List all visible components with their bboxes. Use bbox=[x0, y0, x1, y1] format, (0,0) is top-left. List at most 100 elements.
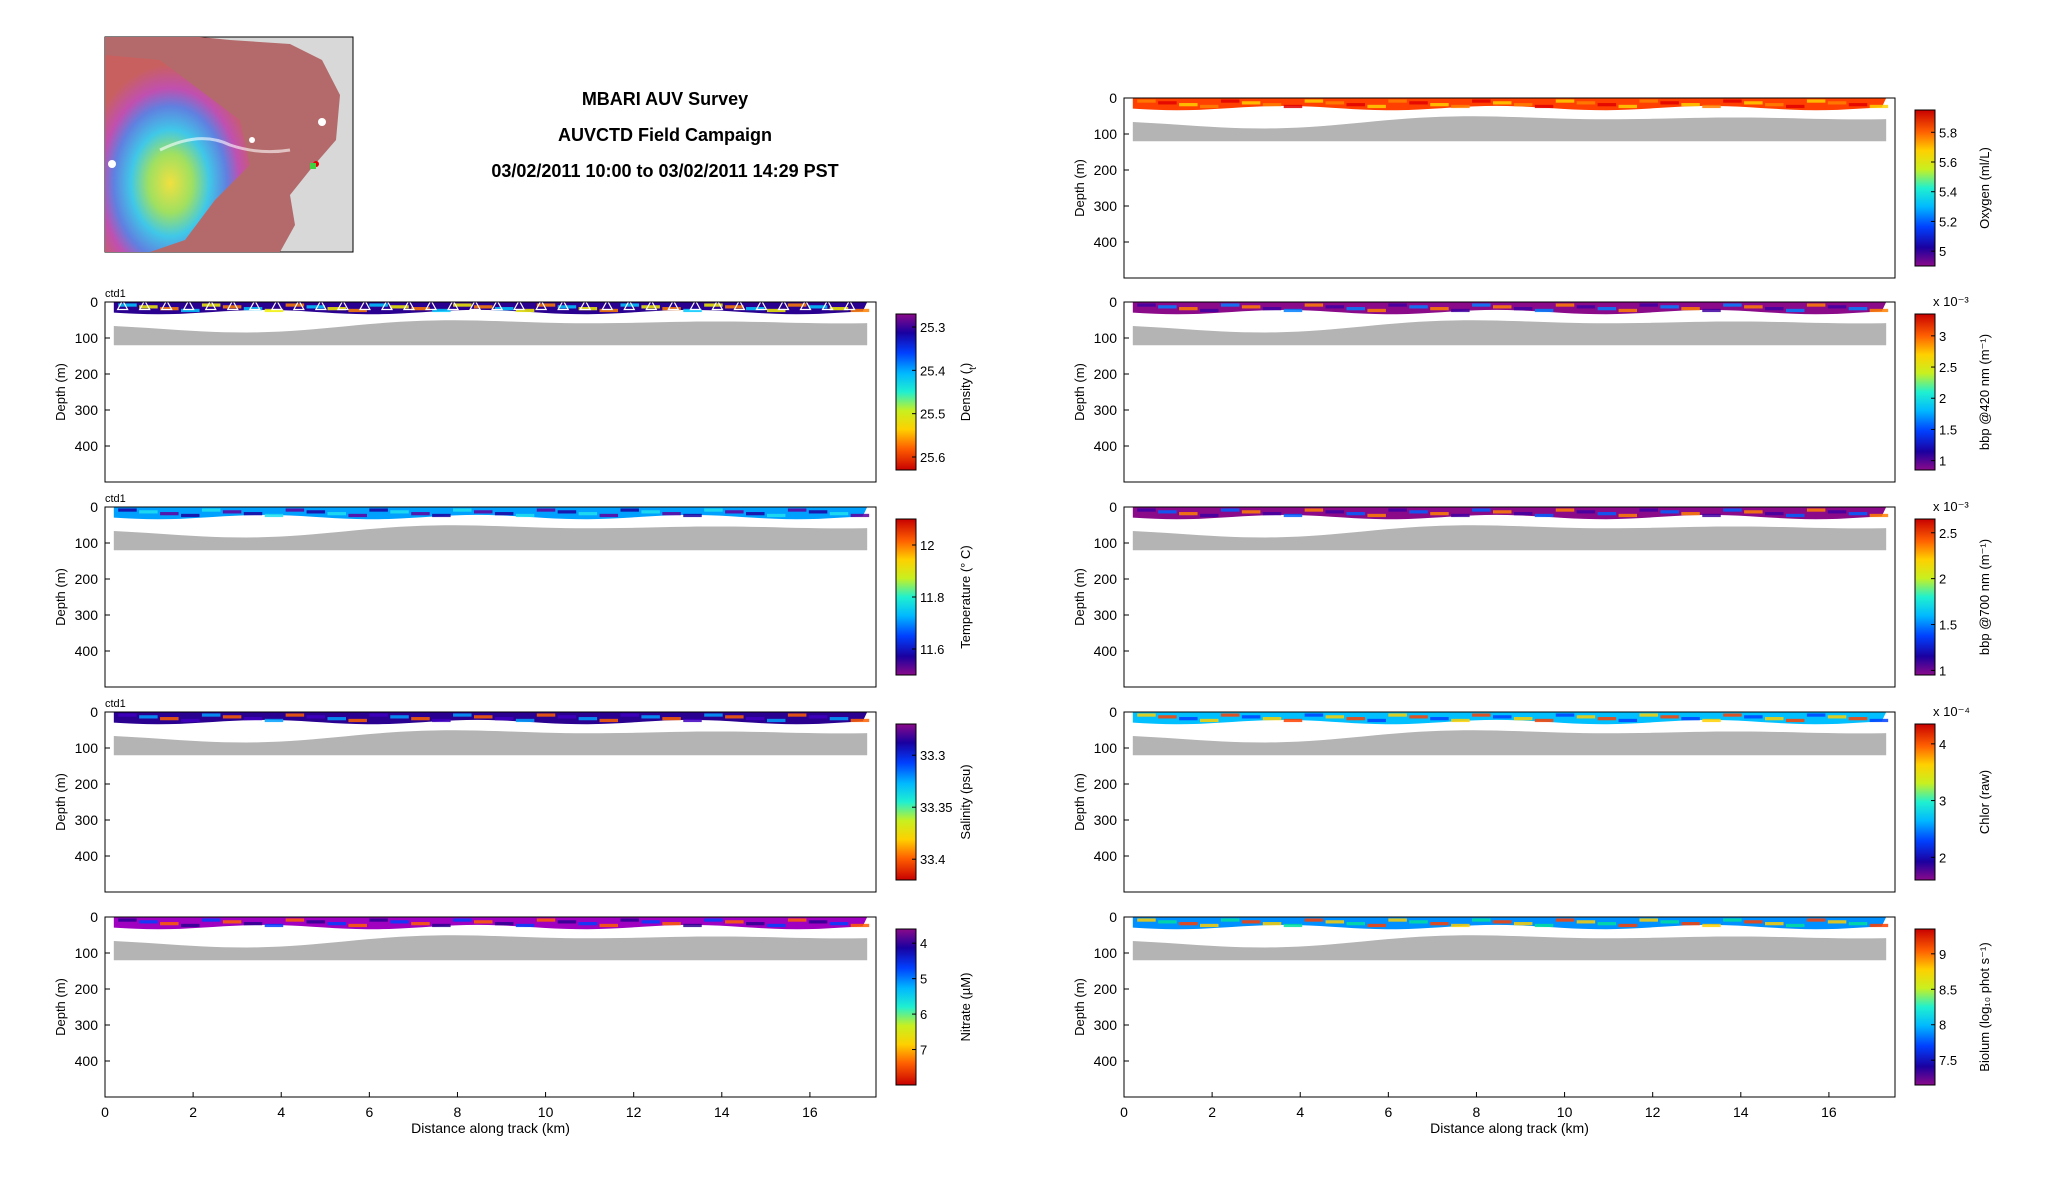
y-tick-label: 200 bbox=[1094, 162, 1118, 178]
profile-marker bbox=[667, 299, 680, 311]
section-patch bbox=[620, 508, 639, 512]
colorbar-tick-label: 7 bbox=[920, 1043, 927, 1058]
y-tick-label: 300 bbox=[75, 607, 99, 623]
colorbar-tick-label: 2.5 bbox=[1939, 360, 1957, 375]
profile-marker bbox=[535, 299, 548, 311]
section-patch bbox=[306, 715, 326, 719]
section-patch bbox=[1409, 920, 1428, 924]
section-patch bbox=[1618, 513, 1638, 518]
profile-marker bbox=[843, 299, 856, 311]
section-patch bbox=[1388, 508, 1407, 512]
section-patch bbox=[1241, 305, 1261, 309]
colorbar-tick-label: 8.5 bbox=[1939, 982, 1957, 997]
seafloor-area bbox=[1132, 116, 1887, 142]
y-tick-label: 200 bbox=[1094, 366, 1118, 382]
section-patch bbox=[1430, 717, 1449, 721]
colorbar-tick-label: 25.6 bbox=[920, 450, 945, 465]
section-patch bbox=[118, 303, 137, 307]
section-patch bbox=[369, 508, 388, 512]
section-patch bbox=[1367, 718, 1386, 723]
section-patch bbox=[1639, 918, 1658, 922]
section-patch bbox=[432, 513, 451, 518]
section-patch bbox=[850, 513, 870, 518]
y-tick-label: 100 bbox=[1094, 330, 1118, 346]
section-patch bbox=[1785, 308, 1805, 313]
colorbar-label: Density (t) bbox=[958, 363, 979, 421]
section-patch bbox=[1199, 104, 1219, 109]
section-patch bbox=[1283, 513, 1303, 518]
section-patch bbox=[243, 512, 263, 516]
section-patch bbox=[1639, 508, 1658, 512]
y-tick-label: 300 bbox=[1094, 812, 1118, 828]
section-patch bbox=[369, 918, 388, 922]
section-patch bbox=[515, 718, 535, 723]
section-patch bbox=[683, 513, 702, 518]
panel-right-1: 0 100 200 300 400 Depth (m) 5 5.2 5.4 5.6 5.8 Oxyge… bbox=[1072, 90, 1992, 279]
section-patch bbox=[557, 920, 577, 924]
profile-marker bbox=[248, 299, 261, 311]
colorbar-tick-label: 8 bbox=[1939, 1018, 1946, 1033]
section-patch bbox=[1220, 918, 1240, 922]
section-patch bbox=[1806, 303, 1826, 307]
section-patch bbox=[411, 922, 430, 926]
seafloor-area bbox=[113, 320, 868, 346]
y-tick-label: 400 bbox=[1094, 643, 1118, 659]
section-patch bbox=[306, 510, 326, 514]
map-canyon bbox=[159, 137, 291, 154]
section-patch bbox=[369, 713, 388, 717]
section-patch bbox=[1723, 713, 1742, 717]
section-patch bbox=[1869, 513, 1889, 518]
section-patch bbox=[1472, 99, 1491, 103]
profile-marker bbox=[314, 299, 327, 311]
map-marker-5 bbox=[310, 163, 316, 169]
section-patch bbox=[1304, 508, 1324, 512]
section-patch bbox=[808, 510, 828, 514]
section-patch bbox=[1702, 104, 1721, 109]
section-patch bbox=[1325, 510, 1345, 514]
section-patch bbox=[1325, 101, 1345, 105]
section-patch bbox=[1158, 920, 1177, 924]
section-patch bbox=[1262, 717, 1282, 721]
y-tick-label: 400 bbox=[1094, 1053, 1118, 1069]
colorbar-tick-label: 33.4 bbox=[920, 852, 945, 867]
section-patch bbox=[1409, 305, 1428, 309]
section-patch bbox=[453, 508, 472, 512]
section-patch bbox=[1827, 920, 1847, 924]
seafloor-area bbox=[1132, 935, 1887, 961]
y-tick-label: 200 bbox=[1094, 981, 1118, 997]
section-patch bbox=[1492, 715, 1512, 719]
profile-marker bbox=[425, 299, 438, 311]
section-patch bbox=[1848, 922, 1868, 926]
x-tick-label: 12 bbox=[626, 1104, 642, 1120]
y-axis-label: Depth (m) bbox=[1072, 159, 1087, 217]
section-patch bbox=[264, 923, 284, 928]
section-patch bbox=[829, 512, 849, 516]
x-tick-label: 6 bbox=[365, 1104, 373, 1120]
section-patch bbox=[1241, 920, 1261, 924]
section-patch bbox=[1744, 920, 1763, 924]
section-patch bbox=[1430, 512, 1449, 516]
panel-left-2: 0 100 200 300 400 Depth (m) ctd1 12 11.8 11.6 Temp… bbox=[53, 493, 973, 688]
section-patch bbox=[1409, 101, 1428, 105]
section-patch bbox=[1744, 101, 1763, 105]
section-patch bbox=[1555, 303, 1575, 307]
section-patch bbox=[1179, 717, 1198, 721]
section-patch bbox=[1513, 512, 1533, 516]
section-patch bbox=[1137, 508, 1156, 512]
section-patch bbox=[1827, 101, 1847, 105]
y-tick-label: 400 bbox=[1094, 438, 1118, 454]
section-patch bbox=[704, 508, 723, 512]
colorbar-tick-label: 7.5 bbox=[1939, 1053, 1957, 1068]
profile-marker bbox=[138, 299, 151, 311]
section-patch bbox=[264, 308, 284, 313]
section-patch bbox=[1660, 510, 1679, 514]
section-patch bbox=[515, 513, 535, 518]
section-patch bbox=[1388, 99, 1407, 103]
colorbar-tick-label: 2 bbox=[1939, 391, 1946, 406]
colorbar bbox=[895, 928, 917, 1086]
section-patch bbox=[1681, 717, 1700, 721]
y-axis-label: Depth (m) bbox=[1072, 363, 1087, 421]
section-patch bbox=[1137, 303, 1156, 307]
section-patch bbox=[1681, 922, 1700, 926]
section-patch bbox=[1388, 303, 1407, 307]
